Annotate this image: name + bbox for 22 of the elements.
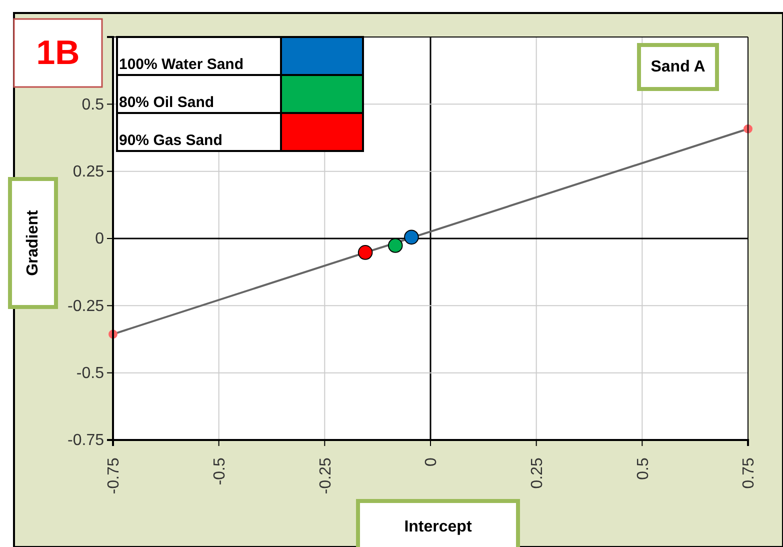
- y-tick-label: 0.5: [82, 96, 104, 114]
- text: 80% Oil Sand: [119, 94, 214, 111]
- y-tick-label: -0.5: [76, 364, 104, 382]
- point: [404, 230, 419, 245]
- y-tick-label: -0.25: [68, 298, 104, 315]
- x-tick-label: -0.5: [211, 458, 228, 486]
- annotation: Sand A: [650, 58, 706, 76]
- x-tick-label: -0.25: [317, 458, 334, 494]
- text: 1B: [36, 34, 80, 72]
- x-tick-label: 0.5: [634, 458, 652, 480]
- point: [358, 245, 373, 260]
- x-axis-title: Intercept: [404, 518, 472, 536]
- y-axis-title: Gradient: [24, 209, 42, 276]
- y-tick-label: -0.75: [68, 432, 104, 450]
- point: [388, 238, 403, 253]
- text: 90% Gas Sand: [119, 132, 222, 149]
- x-tick-label: 0.25: [528, 458, 546, 489]
- y-tick-label: 0.25: [72, 163, 104, 180]
- y-tick-label: 0: [95, 230, 104, 248]
- text: 100% Water Sand: [119, 56, 244, 73]
- x-tick-label: 0.75: [740, 458, 758, 489]
- x-tick-label: 0: [423, 458, 440, 467]
